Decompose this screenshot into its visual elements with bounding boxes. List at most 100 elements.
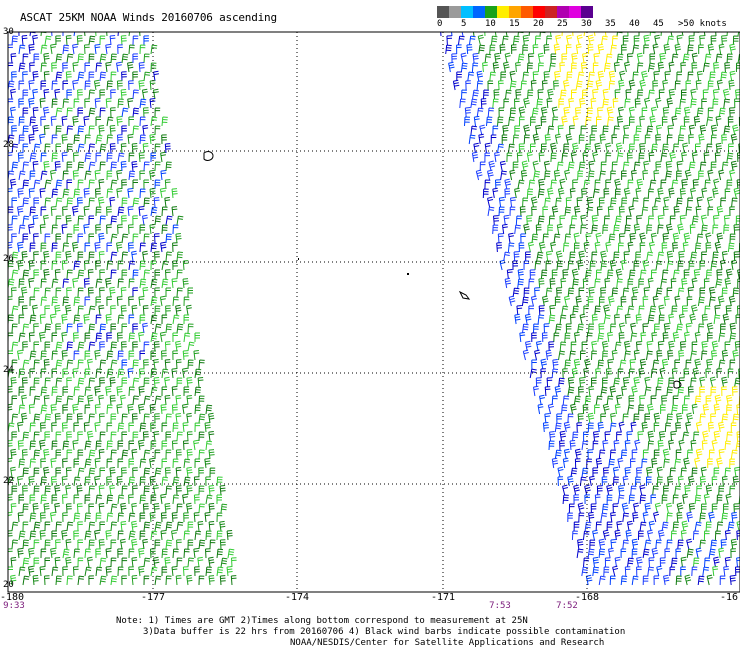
wind-barb xyxy=(44,305,50,316)
wind-barb xyxy=(568,503,575,514)
wind-barb xyxy=(624,350,631,361)
wind-barb xyxy=(676,160,683,172)
wind-barb xyxy=(621,197,628,208)
wind-barb xyxy=(106,494,114,505)
wind-barb xyxy=(460,52,467,64)
wind-barb xyxy=(149,134,156,145)
wind-barb xyxy=(550,53,557,63)
wind-barb xyxy=(543,71,550,82)
wind-barb xyxy=(127,403,134,415)
wind-barb xyxy=(621,385,627,397)
wind-barb xyxy=(668,313,675,325)
wind-barb xyxy=(732,349,739,361)
wind-barb xyxy=(717,295,725,307)
wind-barb xyxy=(132,107,140,118)
wind-barb xyxy=(549,305,556,316)
wind-barb xyxy=(21,412,28,424)
wind-barb xyxy=(721,35,728,46)
wind-barb xyxy=(464,107,471,118)
wind-barb xyxy=(528,278,535,289)
wind-barb xyxy=(687,386,694,397)
wind-barb xyxy=(132,467,138,478)
wind-barb xyxy=(10,106,16,118)
wind-barb xyxy=(636,566,642,577)
wind-barb xyxy=(709,71,716,82)
wind-barb xyxy=(650,395,657,406)
wind-barb xyxy=(172,422,179,433)
wind-barb xyxy=(109,286,116,298)
wind-barb xyxy=(28,188,35,199)
wind-barb xyxy=(624,440,631,451)
wind-barb xyxy=(692,179,699,190)
wind-barb xyxy=(695,421,702,433)
wind-barb xyxy=(565,133,573,145)
wind-barb xyxy=(650,106,657,118)
wind-barb xyxy=(584,484,591,496)
wind-barb xyxy=(729,70,736,82)
wind-barb xyxy=(737,152,740,163)
wind-barb xyxy=(603,314,611,325)
wind-barb xyxy=(72,241,79,253)
wind-barb xyxy=(709,376,716,388)
wind-barb xyxy=(127,368,134,379)
wind-barb xyxy=(128,476,136,487)
wind-barb xyxy=(644,134,651,145)
wind-barb xyxy=(32,71,39,82)
wind-barb xyxy=(153,377,160,388)
note-line-2: 3)Data buffer is 22 hrs from 20160706 4)… xyxy=(143,627,626,637)
wind-barb xyxy=(580,214,587,226)
wind-barb xyxy=(574,331,580,343)
wind-barb xyxy=(186,502,193,514)
wind-barb xyxy=(150,116,158,127)
wind-barb xyxy=(183,548,190,559)
wind-barb xyxy=(198,575,205,586)
wind-barb xyxy=(139,260,146,271)
wind-barb xyxy=(198,467,204,478)
wind-barb xyxy=(644,386,652,397)
note-line-1: Note: 1) Times are GMT 2)Times along bot… xyxy=(116,616,528,626)
wind-barb xyxy=(182,493,188,505)
wind-barb xyxy=(582,52,588,64)
wind-barb xyxy=(658,304,665,316)
wind-barb xyxy=(713,430,720,442)
wind-barb xyxy=(514,187,521,199)
wind-barb xyxy=(40,548,47,559)
wind-barb xyxy=(84,386,92,397)
wind-barb xyxy=(55,251,62,262)
wind-barb xyxy=(517,179,525,190)
wind-barb xyxy=(597,421,604,433)
wind-barb xyxy=(653,170,660,181)
wind-barb xyxy=(32,304,38,316)
wind-barb xyxy=(88,413,95,424)
wind-barb xyxy=(143,575,150,586)
wind-barb xyxy=(28,476,35,487)
wind-barb xyxy=(625,89,632,100)
wind-barb xyxy=(549,431,556,442)
wind-barb xyxy=(687,71,694,82)
wind-barb xyxy=(701,251,707,261)
wind-barb xyxy=(66,125,73,136)
wind-barb xyxy=(525,340,532,352)
wind-barb xyxy=(11,395,18,406)
wind-barb xyxy=(637,89,644,100)
colorbar-tick-label: 0 xyxy=(437,19,443,29)
wind-barb xyxy=(531,233,539,244)
wind-barb xyxy=(132,485,138,496)
wind-barb xyxy=(685,206,692,217)
wind-barb xyxy=(663,196,670,208)
wind-barb xyxy=(121,449,129,460)
wind-barb xyxy=(139,98,147,109)
wind-barb xyxy=(610,44,617,55)
wind-barb xyxy=(600,250,607,262)
wind-barb xyxy=(521,296,529,307)
wind-barb xyxy=(73,188,81,199)
wind-barb xyxy=(726,394,733,406)
wind-barb xyxy=(564,295,571,307)
wind-barb xyxy=(132,125,139,136)
wind-barb xyxy=(164,196,171,208)
wind-barb xyxy=(526,188,534,199)
wind-barb xyxy=(625,215,632,226)
wind-barb xyxy=(707,107,714,118)
wind-barb xyxy=(695,206,702,217)
wind-barb xyxy=(490,35,498,46)
